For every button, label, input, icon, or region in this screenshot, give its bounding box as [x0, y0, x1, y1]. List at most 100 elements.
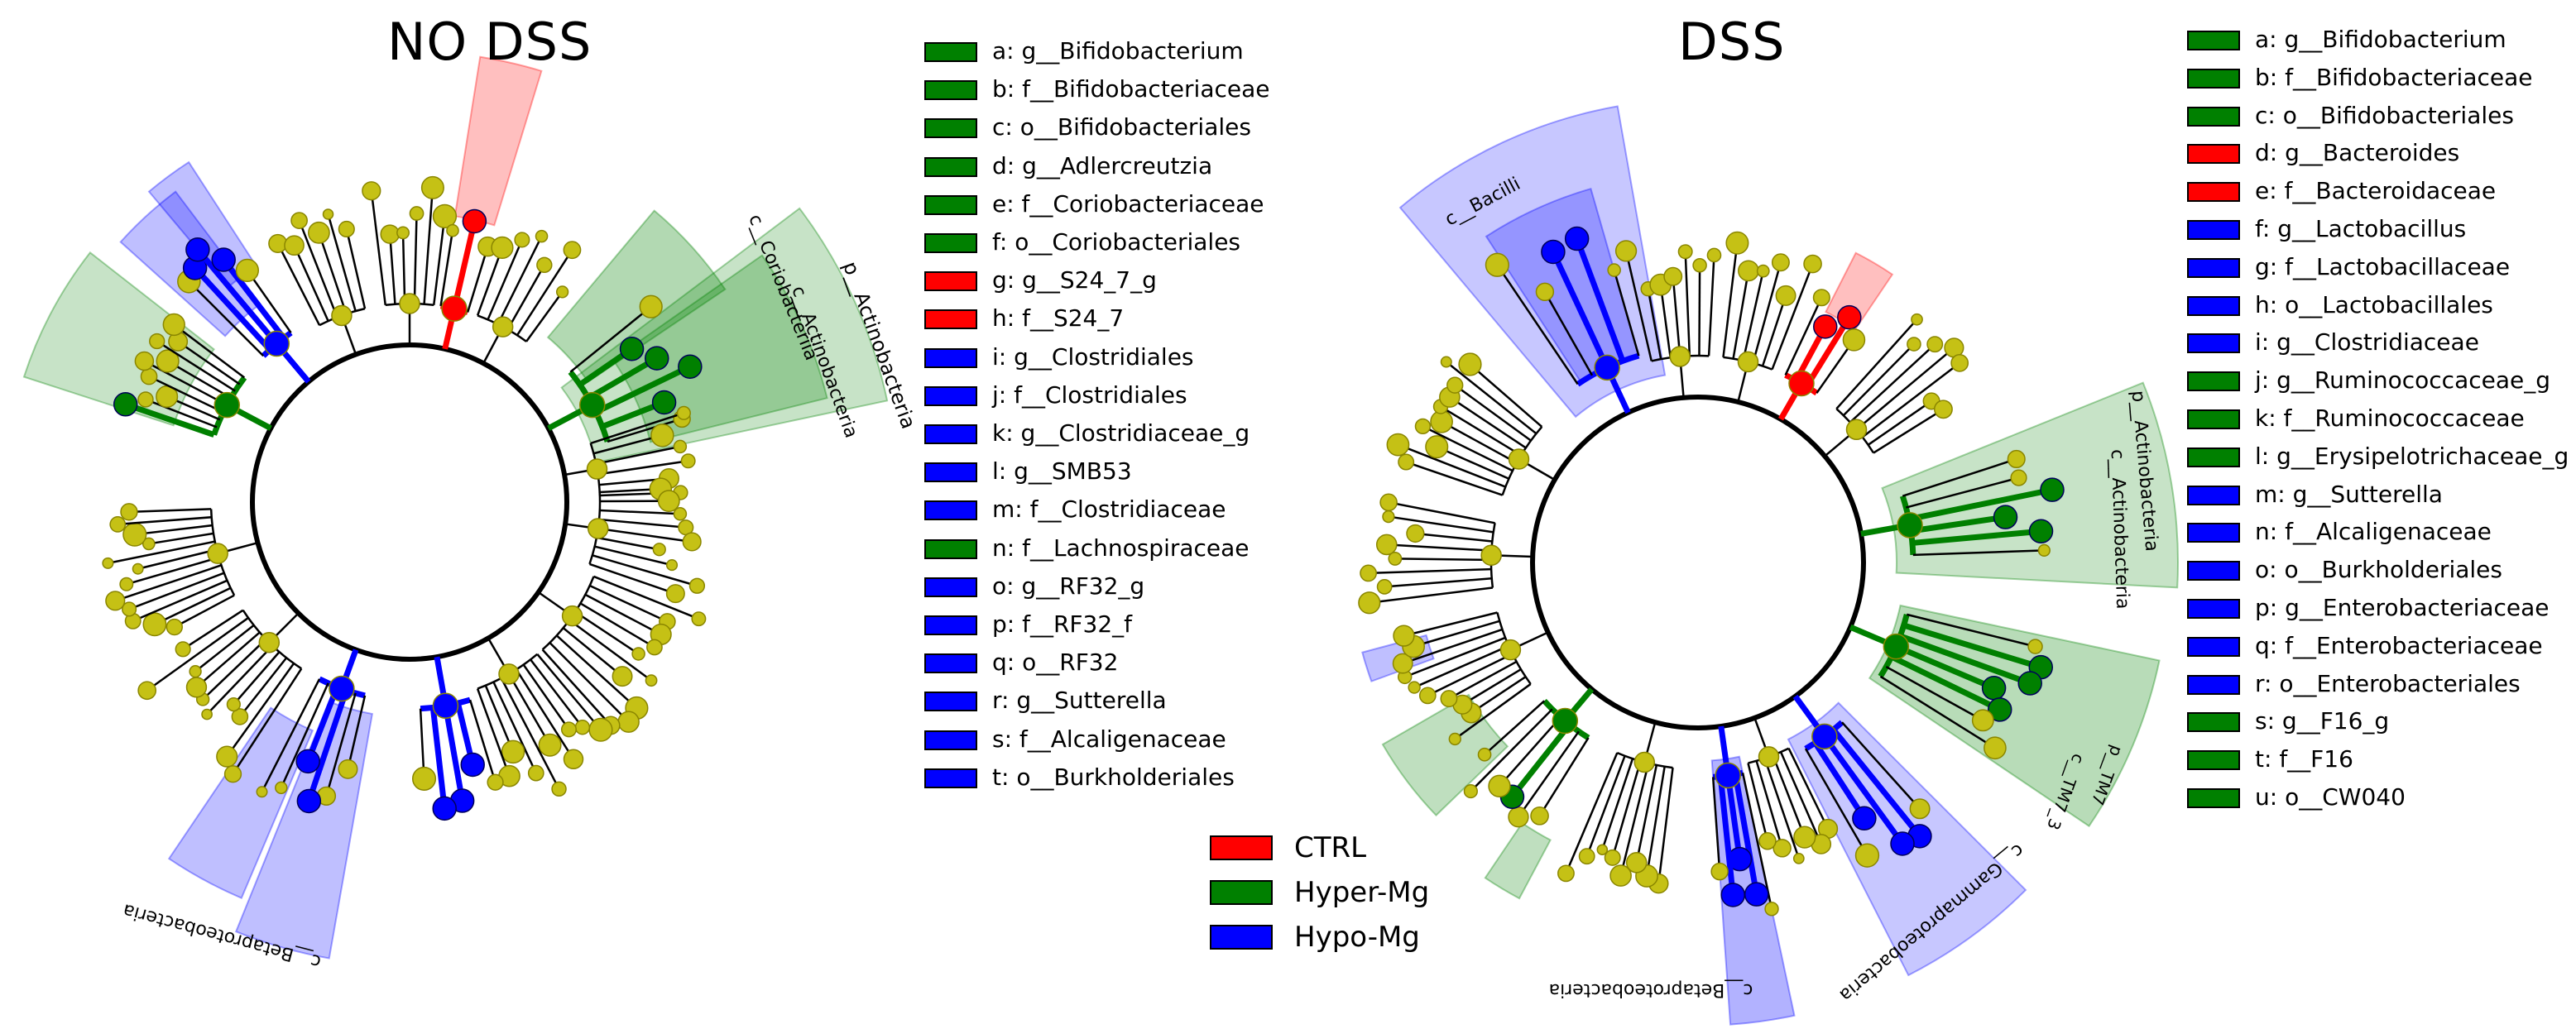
branch: [1707, 255, 1715, 357]
taxon-node: [652, 543, 666, 557]
branch: [487, 239, 524, 320]
taxon-node: [226, 697, 241, 712]
branch: [1543, 291, 1594, 376]
taxon-node: [1594, 354, 1620, 381]
branch: [1448, 660, 1518, 700]
taxon-node: [673, 439, 688, 454]
legend-swatch: [2187, 371, 2240, 392]
branch: [1386, 543, 1492, 552]
taxon-node: [446, 223, 459, 237]
branch: [108, 540, 216, 565]
taxon-node: [1987, 697, 2012, 722]
taxon-node: [162, 313, 185, 337]
branch: [1804, 748, 1868, 856]
branch: [423, 187, 434, 304]
branch: [1574, 237, 1626, 362]
branch: [599, 509, 680, 515]
branch: [1761, 295, 1787, 366]
branch: [194, 624, 255, 672]
branch: [442, 705, 466, 802]
class-label: Hypo-Mg: [1294, 921, 1420, 954]
taxon-node: [137, 391, 154, 408]
legend-swatch: [2187, 674, 2240, 695]
branch: [1873, 408, 1945, 454]
branch: [1496, 264, 1579, 385]
taxon-node: [492, 316, 514, 337]
branch: [1725, 774, 1743, 860]
branch: [1402, 628, 1503, 665]
branch: [1787, 748, 1830, 830]
branch: [594, 364, 692, 415]
branch: [1841, 721, 1921, 810]
legend-label: u: o__CW040: [2255, 783, 2406, 811]
branch: [568, 619, 652, 682]
branch: [206, 644, 274, 716]
taxon-node: [673, 507, 688, 521]
branch: [492, 681, 537, 774]
branch: [1741, 773, 1773, 910]
legend-swatch: [2187, 750, 2240, 771]
taxon-node: [460, 752, 485, 778]
legend-swatch: [2187, 409, 2240, 429]
branch: [549, 642, 630, 723]
legend-label: q: o__RF32: [992, 649, 1119, 677]
branch: [589, 584, 668, 623]
branch: [589, 562, 676, 595]
legend-label: m: f__Clostridiaceae: [992, 495, 1226, 524]
branch: [496, 236, 543, 325]
cladogram-dss: c__Bacillip__Actinobacteriac__Actinobact…: [1358, 105, 2179, 1026]
legend-label: i: g__Clostridiaceae: [2255, 328, 2479, 357]
legend-label: j: f__Clostridiales: [992, 380, 1187, 409]
taxon-node: [1971, 709, 1994, 732]
taxon-node: [113, 392, 138, 417]
branch: [593, 575, 699, 620]
branch: [293, 245, 329, 322]
taxon-node: [331, 304, 353, 327]
branch: [1441, 420, 1518, 464]
taxon-node: [1499, 639, 1522, 661]
branch: [1394, 558, 1492, 562]
taxon-node: [1414, 418, 1432, 435]
taxon-node: [1852, 806, 1877, 831]
taxon-node: [612, 666, 633, 687]
taxon-node: [338, 759, 358, 779]
branch: [1899, 633, 2032, 687]
branch: [1849, 343, 1936, 424]
branch: [598, 518, 686, 529]
branch: [188, 280, 265, 357]
branch: [1855, 347, 1955, 431]
taxon-node: [1633, 751, 1656, 773]
legend-label: f: o__Coriobacteriales: [992, 228, 1241, 256]
branch: [476, 246, 504, 316]
legend-swatch: [924, 156, 977, 177]
taxon-node: [651, 390, 677, 415]
clade-highlight: [1398, 105, 1667, 419]
taxon-node: [1440, 690, 1458, 708]
branch: [1784, 297, 1823, 376]
taxon-node: [420, 175, 444, 199]
taxon-node: [258, 631, 281, 653]
branch: [1906, 476, 2019, 509]
branch: [506, 264, 545, 330]
branch: [1470, 676, 1527, 714]
branch: [1763, 758, 1801, 859]
taxon-node: [527, 764, 544, 782]
branch: [327, 213, 357, 312]
branch: [1862, 361, 1960, 438]
branch: [1413, 644, 1509, 689]
branch: [1509, 722, 1572, 799]
taxon-node: [1386, 433, 1410, 457]
branch: [1672, 276, 1681, 357]
taxon-node: [1764, 902, 1779, 917]
branch: [484, 685, 515, 753]
legend-swatch: [924, 692, 977, 712]
clade-highlight: [1484, 821, 1552, 900]
legend-swatch: [2187, 636, 2240, 657]
taxon-node: [235, 258, 260, 283]
taxon-node: [1981, 676, 2007, 701]
branch: [1388, 501, 1495, 524]
branch: [1635, 764, 1658, 864]
legend-label: a: g__Bifidobacterium: [2255, 26, 2506, 53]
branch: [325, 692, 357, 797]
clade-highlight: [560, 207, 889, 464]
